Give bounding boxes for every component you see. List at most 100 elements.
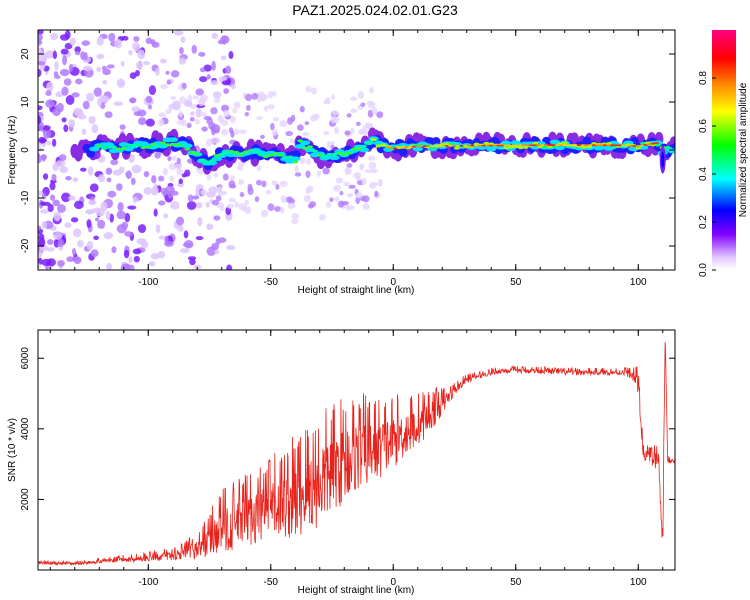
spectrogram-noise-cell [163, 240, 174, 247]
spectrogram-noise-cell [65, 94, 75, 105]
spectrogram-noise-cell [153, 182, 158, 193]
snr-y-tick-label: 6000 [20, 347, 31, 370]
spectrogram-x-tick-label: 100 [630, 277, 647, 288]
spectrogram-noise-cell [359, 164, 365, 171]
spectrogram-noise-cell [329, 197, 334, 203]
spectrogram-ridge-core [326, 152, 333, 156]
spectrogram-noise-cell [264, 105, 269, 112]
spectrogram-ridge-core [365, 141, 372, 145]
spectrogram-noise-cell [287, 117, 293, 125]
spectrogram-ridge-core [272, 152, 279, 156]
spectrogram-noise-cell [64, 222, 72, 228]
spectrogram-ridge-peak [448, 144, 454, 147]
spectrogram-noise-cell [211, 32, 218, 39]
spectrogram-ridge-peak [518, 144, 524, 147]
spectrogram-noise-cell [246, 104, 251, 111]
spectrogram-noise-cell [72, 228, 82, 238]
spectrogram-noise-cell [96, 36, 104, 46]
spectrogram-noise-cell [90, 249, 99, 257]
spectrogram-noise-cell [86, 240, 94, 251]
spectrogram-noise-cell [326, 140, 331, 149]
spectrogram-noise-cell [45, 90, 52, 97]
spectrogram-noise-cell [178, 178, 183, 185]
spectrogram-noise-cell [304, 121, 310, 126]
spectrogram-ridge-core [287, 155, 294, 159]
spectrogram-ridge-peak [587, 144, 594, 147]
spectrogram-noise-cell [142, 61, 150, 66]
spectrogram-ridge-core [591, 142, 598, 146]
snr-x-tick-label: -50 [264, 577, 279, 588]
spectrogram-ridge-core [311, 149, 318, 153]
spectrogram-ridge-peak [536, 144, 542, 147]
spectrogram-noise-cell [53, 231, 63, 240]
spectrogram-noise-cell [68, 195, 76, 201]
spectrogram-noise-cell [93, 235, 99, 241]
spectrogram-ridge-peak [547, 144, 553, 147]
spectrogram-ridge-peak [451, 144, 458, 147]
spectrogram-noise-cell [177, 181, 185, 188]
spectrogram-noise-cell [129, 97, 137, 104]
spectrogram-ridge-peak [488, 144, 494, 147]
spectrogram-noise-cell [273, 117, 280, 122]
spectrogram-noise-cell [186, 122, 192, 129]
snr-y-axis-label: SNR (10 * v/v) [7, 418, 18, 482]
spectrogram-noise-cell [62, 55, 68, 66]
spectrogram-ridge-core [316, 153, 323, 157]
spectrogram-noise-cell [323, 131, 330, 136]
spectrogram-noise-cell [343, 181, 350, 187]
spectrogram-noise-cell [82, 100, 90, 110]
spectrogram-ridge-peak [598, 144, 605, 147]
spectrogram-ridge-core [223, 150, 230, 154]
spectrogram-noise-cell [132, 248, 142, 255]
spectrogram-noise-cell [205, 138, 213, 147]
spectrogram-ridge-peak [551, 144, 557, 147]
spectrogram-ridge-core [189, 151, 196, 155]
spectrogram-noise-cell [41, 258, 51, 267]
spectrogram-noise-cell [61, 192, 71, 203]
spectrogram-noise-cell [113, 101, 124, 106]
spectrogram-noise-cell [38, 68, 42, 78]
spectrogram-ridge-peak [499, 144, 505, 147]
spectrogram-noise-cell [213, 95, 221, 104]
spectrogram-noise-cell [39, 138, 47, 143]
spectrogram-noise-cell [38, 34, 43, 41]
spectrogram-noise-cell [65, 175, 72, 181]
colorbar-gradient [712, 30, 736, 270]
spectrogram-noise-cell [286, 196, 293, 203]
spectrogram-noise-cell [171, 201, 178, 207]
spectrogram-noise-cell [189, 116, 195, 122]
spectrogram-ridge-peak [440, 145, 447, 147]
spectrogram-ridge-core [248, 149, 255, 153]
spectrogram-noise-cell [305, 170, 311, 178]
spectrogram-noise-cell [260, 134, 265, 139]
spectrogram-noise-cell [333, 126, 340, 135]
spectrogram-noise-cell [64, 42, 73, 50]
spectrogram-noise-cell [350, 108, 358, 114]
spectrogram-noise-cell [226, 245, 236, 251]
spectrogram-ridge-core [302, 146, 309, 150]
spectrogram-noise-cell [272, 90, 277, 97]
spectrogram-ridge-peak [415, 145, 421, 148]
spectrogram-noise-cell [210, 80, 219, 86]
spectrogram-x-axis-label: Height of straight line (km) [298, 285, 415, 296]
spectrogram-noise-cell [223, 110, 230, 117]
spectrogram-noise-cell [151, 175, 157, 184]
spectrogram-noise-cell [367, 155, 376, 161]
spectrogram-noise-cell [168, 163, 177, 171]
spectrogram-noise-cell [329, 141, 335, 146]
spectrogram-x-tick-label: -50 [264, 277, 279, 288]
spectrogram-noise-cell [228, 127, 234, 134]
spectrogram-noise-cell [299, 157, 306, 165]
spectrogram-noise-cell [206, 117, 214, 126]
spectrogram-noise-cell [132, 196, 138, 203]
spectrogram-noise-cell [325, 201, 332, 208]
spectrogram-ridge-core [375, 144, 382, 148]
colorbar-tick-label: 0.8 [698, 71, 709, 85]
spectrogram-ridge-peak [477, 144, 483, 147]
spectrogram-noise-cell [167, 156, 172, 162]
spectrogram-ridge-core [610, 145, 617, 149]
spectrogram-ridge-core [243, 150, 250, 154]
spectrogram-noise-cell [223, 88, 230, 94]
spectrogram-noise-cell [59, 69, 70, 77]
spectrogram-ridge-peak [580, 144, 586, 147]
